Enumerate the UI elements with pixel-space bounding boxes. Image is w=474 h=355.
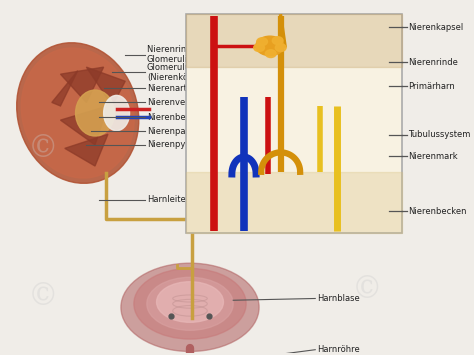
Text: ©: ©	[352, 274, 383, 305]
Text: Nierenpapille: Nierenpapille	[147, 127, 203, 136]
Text: Primärharn: Primärharn	[408, 82, 455, 91]
Polygon shape	[61, 106, 108, 145]
Text: Nierenmark: Nierenmark	[408, 152, 458, 161]
Polygon shape	[65, 134, 108, 166]
Ellipse shape	[17, 43, 139, 183]
Text: Nierenrinde: Nierenrinde	[408, 58, 458, 67]
Ellipse shape	[272, 37, 283, 44]
Text: Tubulussystem: Tubulussystem	[408, 130, 471, 139]
Text: Harnröhre: Harnröhre	[318, 345, 360, 354]
Ellipse shape	[21, 48, 134, 178]
Ellipse shape	[257, 38, 267, 45]
Text: Nierenbecken: Nierenbecken	[408, 207, 466, 216]
Ellipse shape	[75, 90, 114, 136]
Ellipse shape	[256, 36, 284, 56]
Text: Nierenvene: Nierenvene	[147, 98, 196, 107]
Text: Harnleiter: Harnleiter	[147, 195, 189, 204]
Text: ©: ©	[296, 154, 326, 185]
Ellipse shape	[265, 50, 276, 58]
Text: Nierenpyramide: Nierenpyramide	[147, 140, 215, 149]
Text: Nierenarterie: Nierenarterie	[147, 84, 203, 93]
Ellipse shape	[156, 282, 223, 322]
Text: ©: ©	[192, 154, 222, 185]
Bar	[186, 172, 401, 233]
Polygon shape	[61, 67, 104, 103]
Polygon shape	[86, 67, 125, 106]
Text: Glomerulum
(Nierenkörperchen): Glomerulum (Nierenkörperchen)	[147, 63, 229, 82]
Text: Harnblase: Harnblase	[318, 294, 360, 303]
Ellipse shape	[134, 268, 246, 339]
Text: ©: ©	[28, 281, 58, 312]
Text: Nierenbecken: Nierenbecken	[147, 113, 205, 122]
FancyBboxPatch shape	[186, 14, 401, 233]
Ellipse shape	[275, 44, 286, 51]
Text: Nierenrinde mit
Glomeruli: Nierenrinde mit Glomeruli	[147, 45, 213, 65]
Ellipse shape	[104, 95, 129, 131]
Ellipse shape	[254, 44, 264, 51]
Ellipse shape	[147, 277, 233, 330]
Bar	[186, 14, 401, 67]
Polygon shape	[52, 71, 78, 106]
Ellipse shape	[121, 263, 259, 351]
Text: ©: ©	[28, 133, 58, 164]
Text: Nierenkapsel: Nierenkapsel	[408, 23, 463, 32]
